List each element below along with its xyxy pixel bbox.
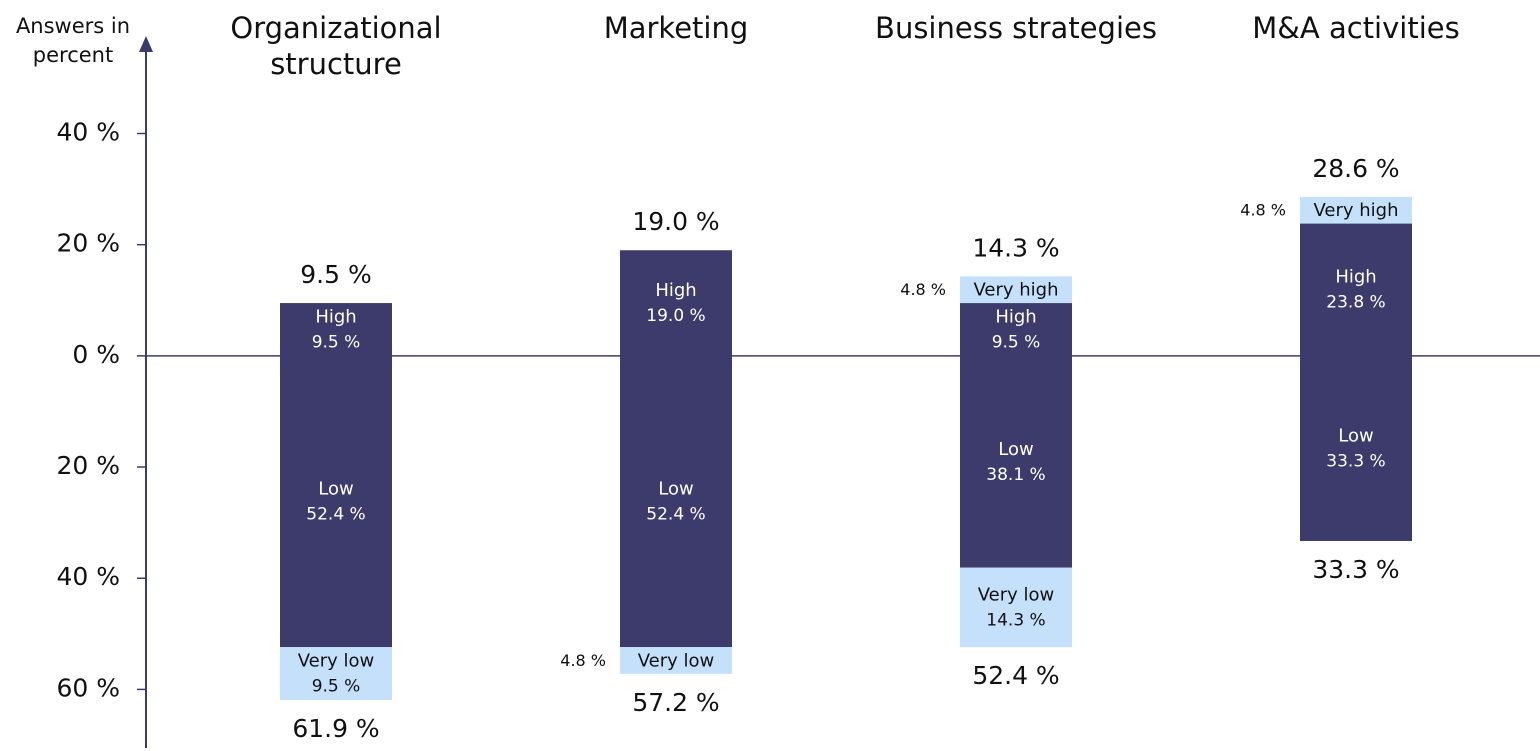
category-title: Organizational structure [230, 11, 442, 81]
top-total: 14.3 % [972, 233, 1059, 262]
segment-name: Low [658, 479, 693, 500]
category-title: Business strategies [875, 11, 1157, 45]
bottom-total: 61.9 % [292, 714, 379, 743]
segment-value-label: 33.3 % [1326, 451, 1385, 471]
bottom-total: 57.2 % [632, 688, 719, 717]
bar-segment [620, 250, 732, 356]
bar-segment [960, 567, 1072, 648]
y-tick-label: 20 % [56, 229, 120, 258]
top-total: 19.0 % [632, 207, 719, 236]
segment-name: Very low [638, 651, 715, 672]
segment-name: Low [1338, 425, 1373, 446]
segment-value-label: 9.5 % [992, 332, 1041, 352]
bar-segment [1300, 223, 1412, 356]
top-total: 28.6 % [1312, 154, 1399, 183]
y-tick-label: 0 % [72, 340, 120, 369]
bar-segment [280, 303, 392, 356]
bottom-total: 52.4 % [972, 661, 1059, 690]
bar-segment [620, 355, 732, 648]
segment-value-label: 4.8 % [1240, 201, 1286, 220]
segment-value-label: 52.4 % [306, 505, 365, 525]
segment-name: High [315, 306, 356, 327]
bar-segment [960, 276, 1072, 304]
segment-name: Very high [973, 280, 1058, 301]
y-tick-label: 40 % [56, 562, 120, 591]
segment-name: Low [318, 479, 353, 500]
segment-value-label: 4.8 % [900, 280, 946, 299]
segment-name: High [995, 306, 1036, 327]
segment-value-label: 9.5 % [312, 332, 361, 352]
bottom-total: 33.3 % [1312, 555, 1399, 584]
category-title: M&A activities [1252, 11, 1460, 45]
y-axis-arrow [139, 36, 153, 52]
y-tick-label: 20 % [56, 451, 120, 480]
bar-segment [960, 355, 1072, 568]
segment-value-label: 9.5 % [312, 677, 361, 697]
segment-value-label: 52.4 % [646, 505, 705, 525]
top-total: 9.5 % [300, 260, 371, 289]
bar-segment [1300, 196, 1412, 224]
y-tick-label: 60 % [56, 673, 120, 702]
segment-value-label: 4.8 % [560, 651, 606, 670]
y-axis-title: Answers in percent [15, 14, 131, 67]
segment-value-label: 23.8 % [1326, 293, 1385, 313]
bar-segment [1300, 355, 1412, 541]
segment-name: Very low [978, 584, 1055, 605]
bar-segment [280, 355, 392, 648]
segment-value-label: 14.3 % [986, 610, 1045, 630]
segment-name: Very high [1313, 200, 1398, 221]
segment-name: Very low [298, 651, 375, 672]
y-tick-label: 40 % [56, 118, 120, 147]
category-title: Marketing [603, 11, 749, 45]
segment-value-label: 38.1 % [986, 465, 1045, 485]
segment-value-label: 19.0 % [646, 306, 705, 326]
segment-name: Low [998, 439, 1033, 460]
bar-segment [960, 303, 1072, 356]
segment-name: High [1335, 267, 1376, 288]
segment-name: High [655, 280, 696, 301]
bar-segment [280, 647, 392, 700]
bar-segment [620, 647, 732, 674]
